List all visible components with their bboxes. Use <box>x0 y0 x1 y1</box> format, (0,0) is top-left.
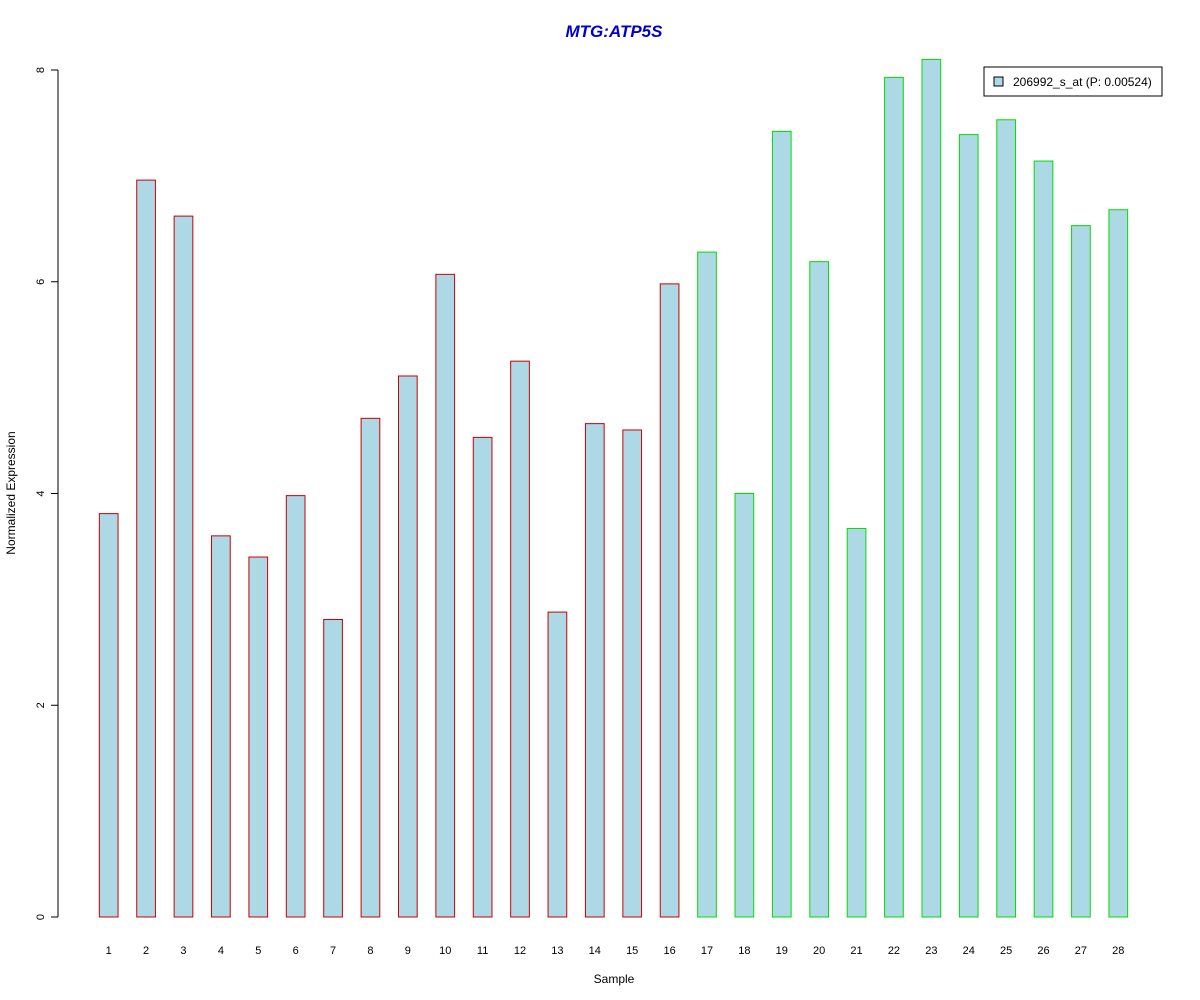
bar-sample-22 <box>884 76 904 918</box>
y-tick-label: 8 <box>35 67 47 73</box>
bar-sample-2 <box>136 179 156 918</box>
bar-sample-17 <box>697 251 717 918</box>
bar-sample-20 <box>809 261 830 918</box>
bar-sample-10 <box>435 273 456 918</box>
x-tick-label: 23 <box>925 945 937 957</box>
bar-sample-14 <box>584 423 605 918</box>
x-tick-labels: 1 2 3 4 5 6 7 8 9 10 11 12 13 14 15 16 17 18 19 20 21 22 23 24 2… <box>106 945 1125 957</box>
bar-sample-19 <box>771 130 792 918</box>
y-axis-label: Normalized Expression <box>4 431 18 554</box>
bar-sample-3 <box>173 215 194 918</box>
bar-sample-25 <box>996 119 1016 918</box>
x-axis-label: Sample <box>594 972 635 986</box>
x-tick-label: 11 <box>477 945 488 957</box>
legend-label: 206992_s_at (P: 0.00524) <box>1013 75 1152 89</box>
x-tick-label: 6 <box>293 945 299 957</box>
bar-sample-24 <box>958 134 979 918</box>
x-tick-label: 5 <box>255 945 261 957</box>
bar-sample-23 <box>921 58 942 918</box>
bar-sample-8 <box>360 417 381 918</box>
x-tick-label: 15 <box>626 945 638 957</box>
x-tick-label: 7 <box>330 945 336 957</box>
bar-sample-16 <box>659 283 680 918</box>
bar-sample-11 <box>472 436 493 918</box>
bar-sample-18 <box>734 493 755 918</box>
bar-sample-1 <box>98 513 119 918</box>
x-tick-label: 25 <box>1000 945 1012 957</box>
legend: 206992_s_at (P: 0.00524) <box>983 66 1163 97</box>
bar-sample-6 <box>285 495 306 918</box>
bar-sample-9 <box>397 375 418 918</box>
y-tick-label: 2 <box>35 702 47 708</box>
bar-sample-21 <box>846 527 867 918</box>
x-tick-label: 20 <box>813 945 825 957</box>
x-tick-label: 22 <box>888 945 900 957</box>
bar-sample-28 <box>1108 209 1129 918</box>
x-tick-label: 18 <box>738 945 750 957</box>
legend-swatch <box>993 76 1004 87</box>
bar-sample-4 <box>211 535 231 918</box>
bar-sample-27 <box>1071 225 1091 918</box>
x-tick-label: 16 <box>663 945 675 957</box>
chart-title: MTG:ATP5S <box>566 22 664 41</box>
bar-sample-15 <box>622 429 643 918</box>
bar-sample-12 <box>510 360 530 918</box>
x-tick-label: 19 <box>776 945 788 957</box>
x-tick-label: 14 <box>589 945 601 957</box>
y-axis: 0 2 4 6 8 <box>35 67 59 920</box>
y-tick-label: 0 <box>35 914 47 920</box>
bar-sample-26 <box>1033 160 1054 918</box>
x-tick-label: 17 <box>701 945 713 957</box>
x-tick-label: 12 <box>514 945 526 957</box>
bars-group <box>98 58 1129 918</box>
x-tick-label: 2 <box>143 945 149 957</box>
x-tick-label: 9 <box>405 945 411 957</box>
x-tick-label: 10 <box>439 945 451 957</box>
x-tick-label: 27 <box>1075 945 1087 957</box>
legend-box <box>983 66 1163 97</box>
x-tick-label: 28 <box>1112 945 1124 957</box>
y-tick-label: 6 <box>35 279 47 285</box>
x-tick-label: 24 <box>963 945 975 957</box>
x-tick-label: 8 <box>367 945 373 957</box>
x-tick-label: 26 <box>1037 945 1049 957</box>
x-tick-label: 3 <box>180 945 186 957</box>
bar-sample-5 <box>248 556 269 918</box>
bar-sample-13 <box>547 611 568 918</box>
y-tick-label: 4 <box>35 490 47 496</box>
x-tick-label: 4 <box>218 945 224 957</box>
x-tick-label: 21 <box>850 945 862 957</box>
x-tick-label: 13 <box>551 945 563 957</box>
bar-sample-7 <box>323 618 343 918</box>
x-tick-label: 1 <box>106 945 112 957</box>
